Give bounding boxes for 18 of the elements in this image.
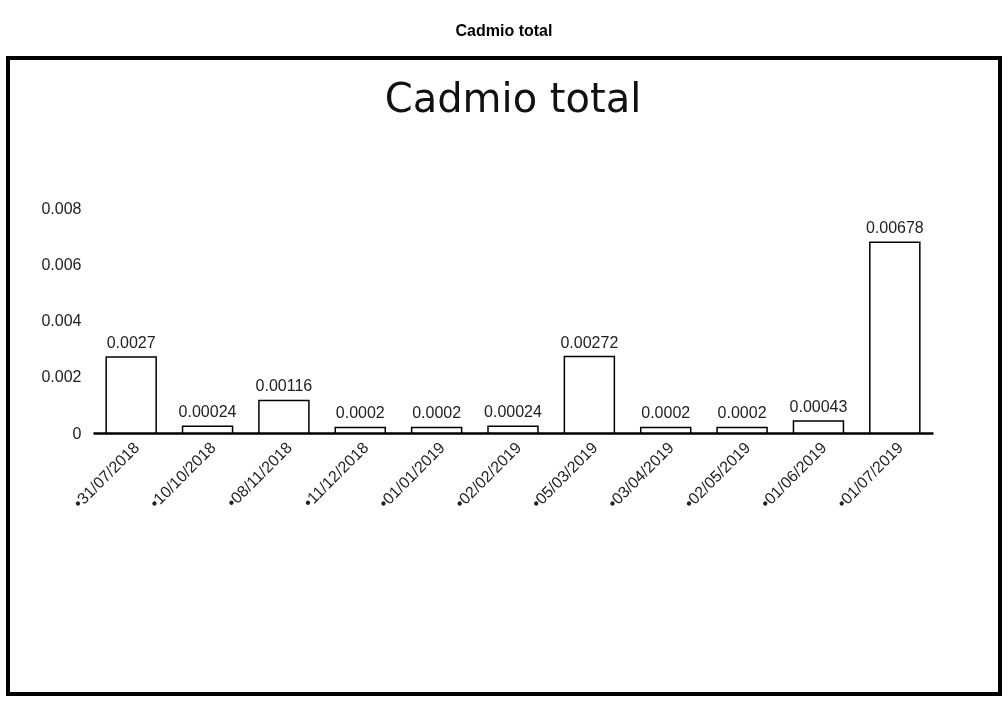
data-label: 0.00024 — [484, 403, 543, 421]
chart-subtitle: Cadmio total — [384, 75, 642, 121]
data-label: 0.00043 — [789, 397, 848, 415]
y-tick-label: 0.008 — [41, 199, 82, 217]
data-label: 0.00678 — [865, 219, 924, 237]
data-label: 0.0027 — [106, 334, 156, 352]
y-tick-label: 0.006 — [41, 255, 82, 273]
y-tick-label: 0.004 — [41, 312, 82, 329]
chart-title: Cadmio total — [454, 21, 554, 41]
y-tick-label: 0.002 — [41, 368, 82, 386]
data-label: 0.00272 — [560, 333, 619, 351]
data-label: 0.00024 — [178, 403, 237, 421]
data-label: 0.0002 — [717, 404, 767, 422]
data-label: 0.0002 — [641, 404, 691, 422]
data-label: 0.0002 — [335, 404, 385, 422]
y-tick-label: 0 — [72, 424, 82, 442]
data-label: 0.0002 — [412, 404, 462, 422]
data-label: 0.00116 — [255, 377, 313, 395]
